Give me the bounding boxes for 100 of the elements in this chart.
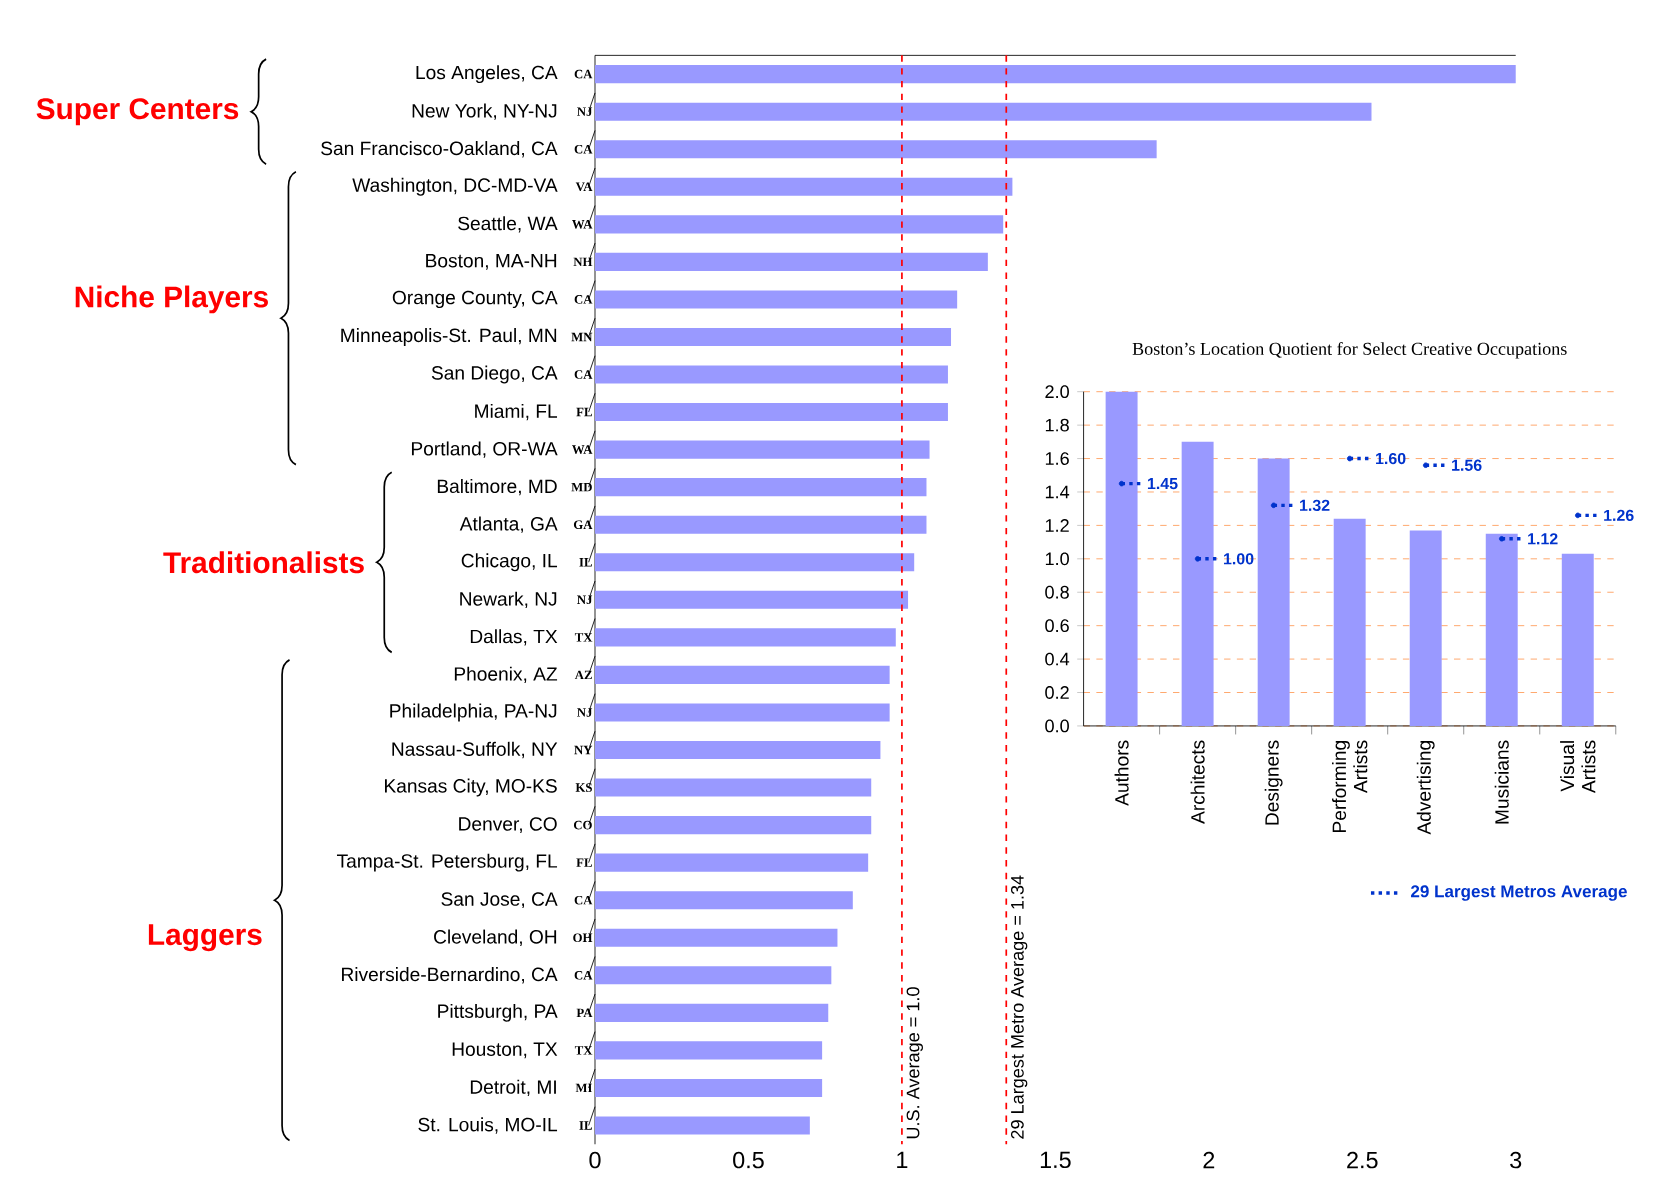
bar: [595, 553, 915, 572]
text: WA: [572, 219, 593, 229]
bar: [595, 102, 1372, 121]
bar: [1333, 518, 1366, 726]
x-tick-label: 0.5: [733, 1151, 764, 1169]
y-tick-label: 1.4: [1045, 485, 1070, 499]
text: TX: [574, 1046, 593, 1055]
y-tick-label: St. Louis, MO-IL: [418, 1117, 558, 1134]
ref-line-label: 29 Largest Metro Average = 1.34: [1010, 875, 1028, 1139]
text: MI: [575, 1083, 593, 1093]
bar: [595, 252, 988, 271]
y-tick-label: Detroit, MI: [470, 1079, 556, 1097]
text: FL: [576, 407, 592, 417]
y-tick-label: Newark, NJ: [460, 591, 557, 608]
data-label: 1.45: [1147, 477, 1178, 490]
bar: [595, 966, 832, 985]
text: CA: [574, 295, 593, 304]
text: KS: [575, 783, 592, 792]
text: CA: [574, 895, 593, 905]
bar: [595, 177, 1013, 196]
bar: [595, 590, 909, 609]
y-tick-label: 1.6: [1045, 452, 1069, 465]
bar: [595, 703, 890, 722]
text: VA: [575, 182, 593, 192]
text: MD: [571, 482, 592, 492]
y-tick-label: Los Angeles, CA: [416, 65, 558, 83]
y-tick-label: 0.4: [1045, 652, 1070, 666]
bar: [595, 815, 872, 835]
bar: [1485, 533, 1518, 726]
y-tick-label: 1.0: [1045, 552, 1069, 566]
text: NH: [573, 257, 593, 266]
y-tick-label: San Diego, CA: [431, 365, 558, 384]
y-tick-label: Kansas City, MO-KS: [385, 778, 557, 797]
x-tick-label: Architects: [1190, 740, 1205, 824]
bar: [595, 440, 930, 459]
text: NY: [574, 745, 593, 755]
y-tick-label: Washington, DC-MD-VA: [352, 177, 558, 196]
bar: [595, 1003, 829, 1022]
data-label: 1.60: [1376, 452, 1406, 465]
text: CA: [574, 144, 593, 154]
text: CA: [574, 370, 593, 379]
text: Traditionalists: [163, 551, 364, 574]
y-tick-label: Nassau-Suffolk, NY: [392, 741, 558, 759]
y-tick-label: Tampa-St. Petersburg, FL: [336, 853, 558, 872]
y-tick-label: Boston, MA-NH: [426, 253, 557, 270]
y-tick-label: 0.8: [1045, 585, 1069, 599]
y-tick-label: Minneapolis-St. Paul, MN: [341, 327, 557, 346]
y-tick-label: 2.0: [1045, 385, 1069, 399]
x-tick-label: 1: [897, 1151, 908, 1168]
chart-title: Boston’s Location Quotient for Select Creative Occupations: [1132, 341, 1567, 359]
bar: [595, 1116, 810, 1135]
y-tick-label: Atlanta, GA: [459, 516, 558, 533]
y-tick-label: Houston, TX: [452, 1042, 558, 1059]
y-tick-label: Riverside-Bernardino, CA: [342, 967, 558, 984]
y-tick-label: Cleveland, OH: [434, 929, 557, 946]
text: TX: [574, 633, 593, 642]
point: [1194, 555, 1201, 562]
y-tick-label: Seattle, WA: [458, 216, 558, 233]
y-tick-label: 0.0: [1045, 719, 1069, 733]
point: [1118, 480, 1125, 487]
bar: [595, 402, 948, 422]
x-tick-label: 3: [1510, 1151, 1522, 1169]
bar: [1257, 458, 1290, 726]
text: GA: [573, 520, 593, 529]
point: [1575, 512, 1581, 519]
bar: [595, 778, 872, 797]
legend-label: 29 Largest Metros Average: [1411, 885, 1627, 901]
text: AZ: [574, 670, 592, 680]
y-tick-label: Orange County, CA: [392, 290, 558, 309]
data-label: 1.00: [1223, 553, 1254, 565]
y-tick-label: San Jose, CA: [441, 892, 558, 909]
x-tick-label: Designers: [1264, 740, 1283, 825]
point: [1498, 535, 1505, 542]
x-tick-label: Performing Artists: [1332, 740, 1368, 832]
text: CA: [574, 970, 593, 980]
y-tick-label: San Francisco-Oakland, CA: [321, 141, 558, 158]
bar: [595, 290, 958, 309]
text: Laggers: [148, 924, 262, 952]
data-label: 1.32: [1300, 499, 1330, 511]
bar: [595, 327, 952, 346]
y-tick-label: 0.2: [1045, 686, 1069, 699]
y-tick-label: 1.8: [1045, 418, 1069, 432]
point: [1422, 462, 1429, 468]
bar: [1181, 441, 1214, 726]
ref-line-label: U.S. Average = 1.0: [906, 987, 923, 1139]
bar: [595, 1041, 823, 1060]
y-tick-label: Pittsburgh, PA: [438, 1003, 558, 1022]
text: IL: [579, 558, 592, 567]
bar: [595, 1078, 823, 1097]
text: CA: [574, 69, 593, 79]
point: [1270, 502, 1277, 509]
y-tick-label: Miami, FL: [475, 403, 558, 421]
text: NJ: [577, 107, 593, 116]
x-tick-label: 2.5: [1347, 1151, 1378, 1169]
y-tick-label: Baltimore, MD: [437, 478, 557, 496]
data-label: 1.12: [1528, 533, 1558, 545]
x-tick-label: Advertising: [1416, 741, 1435, 835]
bar: [595, 891, 853, 910]
x-tick-label: 1.5: [1040, 1151, 1071, 1169]
y-tick-label: 0.6: [1045, 619, 1069, 632]
